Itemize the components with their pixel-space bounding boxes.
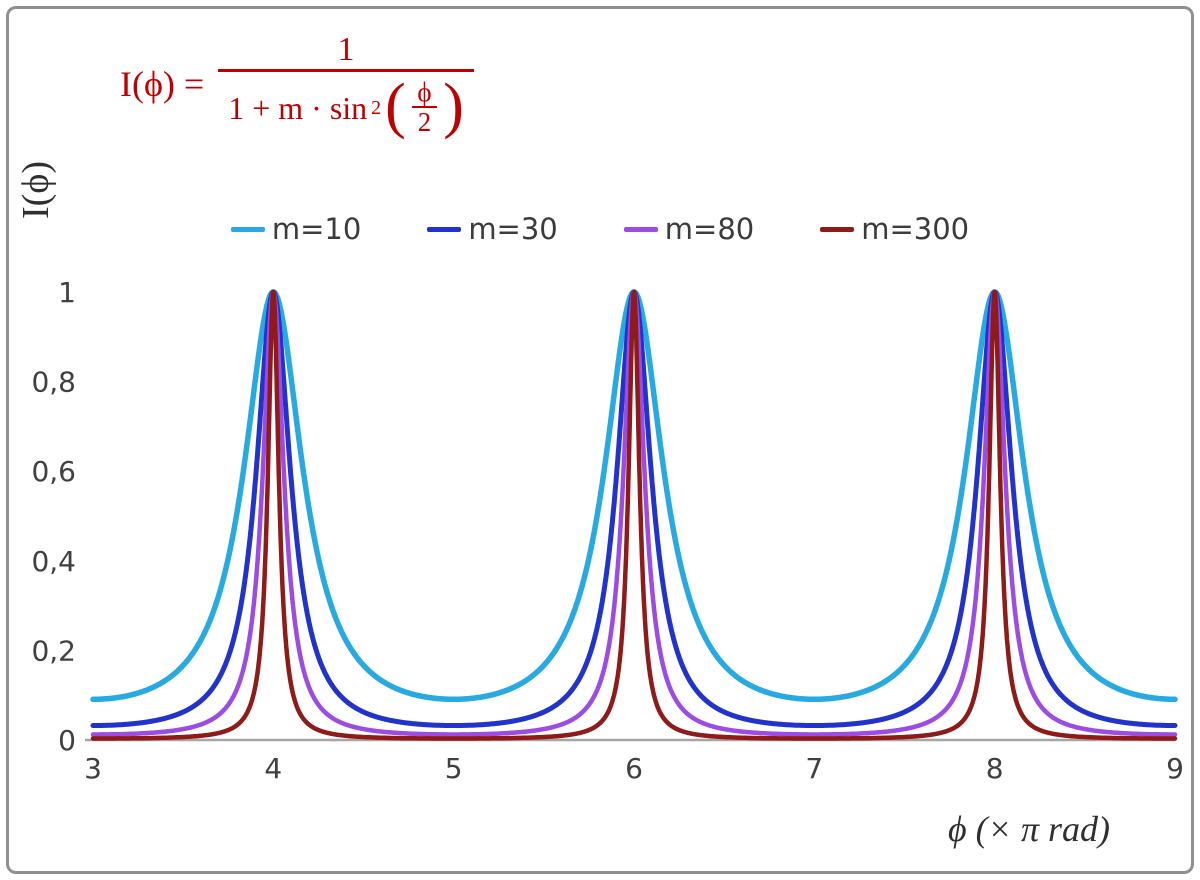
formula-numerator: 1 xyxy=(337,31,355,68)
x-axis-title: ϕ (× π rad) xyxy=(948,809,1110,849)
formula-annotation: I(ϕ) = 1 1 + m · sin 2 ( ϕ 2 ) xyxy=(120,30,474,138)
y-tick-label: 1 xyxy=(58,276,76,309)
close-paren: ) xyxy=(443,71,464,140)
chart-frame xyxy=(6,6,1194,874)
formula-lhs: I(ϕ) = xyxy=(120,64,205,105)
formula-fraction: 1 1 + m · sin 2 ( ϕ 2 ) xyxy=(218,30,474,138)
legend-item-m-30: m=30 xyxy=(427,212,558,246)
inner-numerator: ϕ xyxy=(417,77,432,108)
legend: m=10 m=30 m=80 m=300 xyxy=(0,212,1200,246)
legend-swatch xyxy=(230,226,265,232)
curve-m-80 xyxy=(90,289,1178,737)
legend-item-m-10: m=10 xyxy=(230,212,362,246)
legend-label: m=300 xyxy=(861,212,970,246)
y-tick-label: 0,6 xyxy=(31,455,76,488)
inner-denominator: 2 xyxy=(411,106,438,138)
legend-item-m-80: m=80 xyxy=(623,212,755,246)
formula-denominator: 1 + m · sin 2 ( ϕ 2 ) xyxy=(218,69,474,138)
y-tick-label: 0,4 xyxy=(31,545,76,578)
x-tick-label: 6 xyxy=(625,752,643,785)
inner-fraction: ϕ 2 xyxy=(411,77,438,138)
x-tick-label: 4 xyxy=(264,752,282,785)
formula-den-main: 1 + m · sin xyxy=(228,89,368,126)
legend-label: m=80 xyxy=(664,212,755,246)
legend-label: m=30 xyxy=(468,212,558,246)
x-tick-label: 8 xyxy=(986,752,1004,785)
x-tick-label: 9 xyxy=(1166,752,1184,785)
x-tick-label: 7 xyxy=(805,752,823,785)
legend-swatch xyxy=(623,226,658,232)
legend-swatch xyxy=(427,226,462,232)
y-tick-label: 0,8 xyxy=(31,366,76,399)
x-tick-label: 3 xyxy=(84,752,102,785)
curve-m-300 xyxy=(90,289,1178,741)
formula-den-exponent: 2 xyxy=(371,96,382,119)
curve-m-30 xyxy=(90,289,1178,728)
y-tick-label: 0 xyxy=(58,724,76,757)
legend-swatch xyxy=(820,226,855,232)
legend-item-m-300: m=300 xyxy=(820,212,969,246)
y-tick-label: 0,2 xyxy=(31,634,76,667)
x-tick-label: 5 xyxy=(445,752,463,785)
open-paren: ( xyxy=(385,71,406,140)
legend-label: m=10 xyxy=(271,212,362,246)
